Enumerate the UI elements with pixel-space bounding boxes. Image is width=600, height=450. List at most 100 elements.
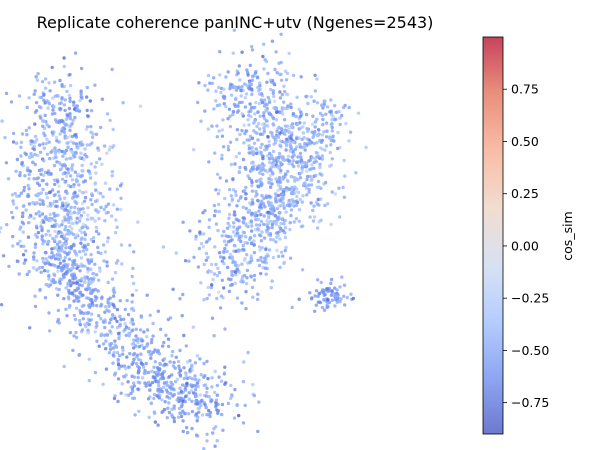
scatter-point	[290, 305, 294, 310]
scatter-point	[28, 326, 32, 330]
scatter-point	[235, 403, 239, 408]
scatter-point	[227, 212, 232, 217]
scatter-point	[303, 181, 307, 185]
scatter-point	[164, 333, 168, 337]
scatter-point	[20, 220, 24, 224]
scatter-point	[27, 172, 31, 177]
scatter-point	[119, 364, 124, 368]
scatter-point	[71, 118, 75, 123]
scatter-point	[212, 214, 217, 218]
scatter-point	[85, 85, 90, 90]
scatter-point	[274, 197, 278, 201]
scatter-point	[14, 141, 19, 145]
scatter-point	[252, 234, 257, 238]
scatter-point	[150, 369, 154, 373]
scatter-point	[294, 160, 299, 164]
scatter-point	[39, 270, 43, 274]
scatter-point	[94, 188, 98, 192]
colorbar-frame	[482, 36, 504, 435]
scatter-point	[79, 89, 83, 93]
scatter-point	[46, 169, 51, 173]
scatter-point	[237, 413, 241, 418]
scatter-point	[231, 51, 235, 55]
scatter-point	[233, 213, 237, 217]
scatter-point	[286, 128, 291, 132]
scatter-point	[65, 135, 69, 140]
scatter-point	[247, 113, 251, 118]
scatter-point	[246, 118, 250, 122]
scatter-point	[323, 203, 327, 208]
scatter-point	[259, 180, 263, 185]
scatter-point	[20, 132, 25, 136]
scatter-point	[236, 86, 240, 90]
scatter-point	[267, 140, 271, 144]
scatter-point	[64, 286, 68, 290]
scatter-point	[271, 238, 275, 242]
scatter-point	[112, 350, 116, 355]
scatter-point	[217, 85, 221, 90]
scatter-point	[3, 135, 7, 140]
scatter-point	[101, 195, 105, 199]
scatter-point	[329, 222, 333, 227]
scatter-point	[192, 255, 196, 259]
scatter-point	[61, 203, 65, 208]
scatter-point	[111, 127, 115, 132]
scatter-point	[40, 237, 44, 241]
scatter-point	[27, 215, 31, 220]
scatter-point	[30, 154, 34, 159]
scatter-point	[54, 135, 59, 140]
scatter-point	[229, 383, 233, 388]
scatter-point	[6, 177, 11, 181]
scatter-point	[168, 384, 172, 388]
scatter-point	[297, 208, 302, 212]
scatter-point	[176, 415, 181, 419]
scatter-point	[331, 115, 335, 119]
scatter-point	[131, 322, 135, 326]
scatter-point	[252, 129, 256, 133]
scatter-point	[219, 90, 223, 95]
scatter-point	[298, 197, 302, 202]
scatter-point	[73, 249, 77, 253]
scatter-point	[68, 125, 72, 129]
scatter-point	[78, 269, 82, 273]
scatter-point	[258, 81, 262, 85]
scatter-point	[112, 144, 116, 148]
scatter-point	[202, 375, 206, 379]
scatter-point	[282, 192, 286, 197]
scatter-point	[342, 158, 346, 163]
scatter-point	[41, 124, 45, 128]
scatter-point	[218, 50, 222, 54]
scatter-point	[149, 356, 153, 360]
scatter-point	[233, 387, 237, 392]
scatter-point	[61, 177, 65, 181]
scatter-point	[95, 303, 99, 308]
scatter-point	[89, 267, 93, 272]
scatter-point	[167, 401, 171, 405]
scatter-point	[258, 223, 262, 227]
scatter-point	[24, 152, 28, 157]
scatter-point	[244, 290, 248, 294]
scatter-point	[90, 272, 95, 276]
scatter-point	[315, 226, 320, 230]
scatter-point	[112, 305, 117, 309]
scatter-point	[1, 254, 6, 258]
scatter-point	[313, 125, 317, 129]
scatter-point	[118, 184, 123, 188]
scatter-point	[28, 169, 33, 173]
scatter-point	[339, 297, 343, 301]
scatter-point	[35, 78, 40, 82]
scatter-point	[185, 430, 190, 435]
scatter-point	[58, 101, 62, 106]
scatter-point	[217, 129, 221, 133]
scatter-point	[82, 230, 87, 235]
scatter-point	[227, 203, 231, 207]
scatter-point	[243, 403, 247, 408]
scatter-point	[138, 381, 142, 385]
scatter-point	[205, 386, 209, 390]
scatter-point	[103, 181, 108, 185]
scatter-point	[321, 106, 325, 110]
scatter-point	[313, 294, 317, 298]
scatter-point	[288, 256, 293, 260]
scatter-point	[37, 105, 42, 109]
scatter-point	[51, 279, 56, 283]
